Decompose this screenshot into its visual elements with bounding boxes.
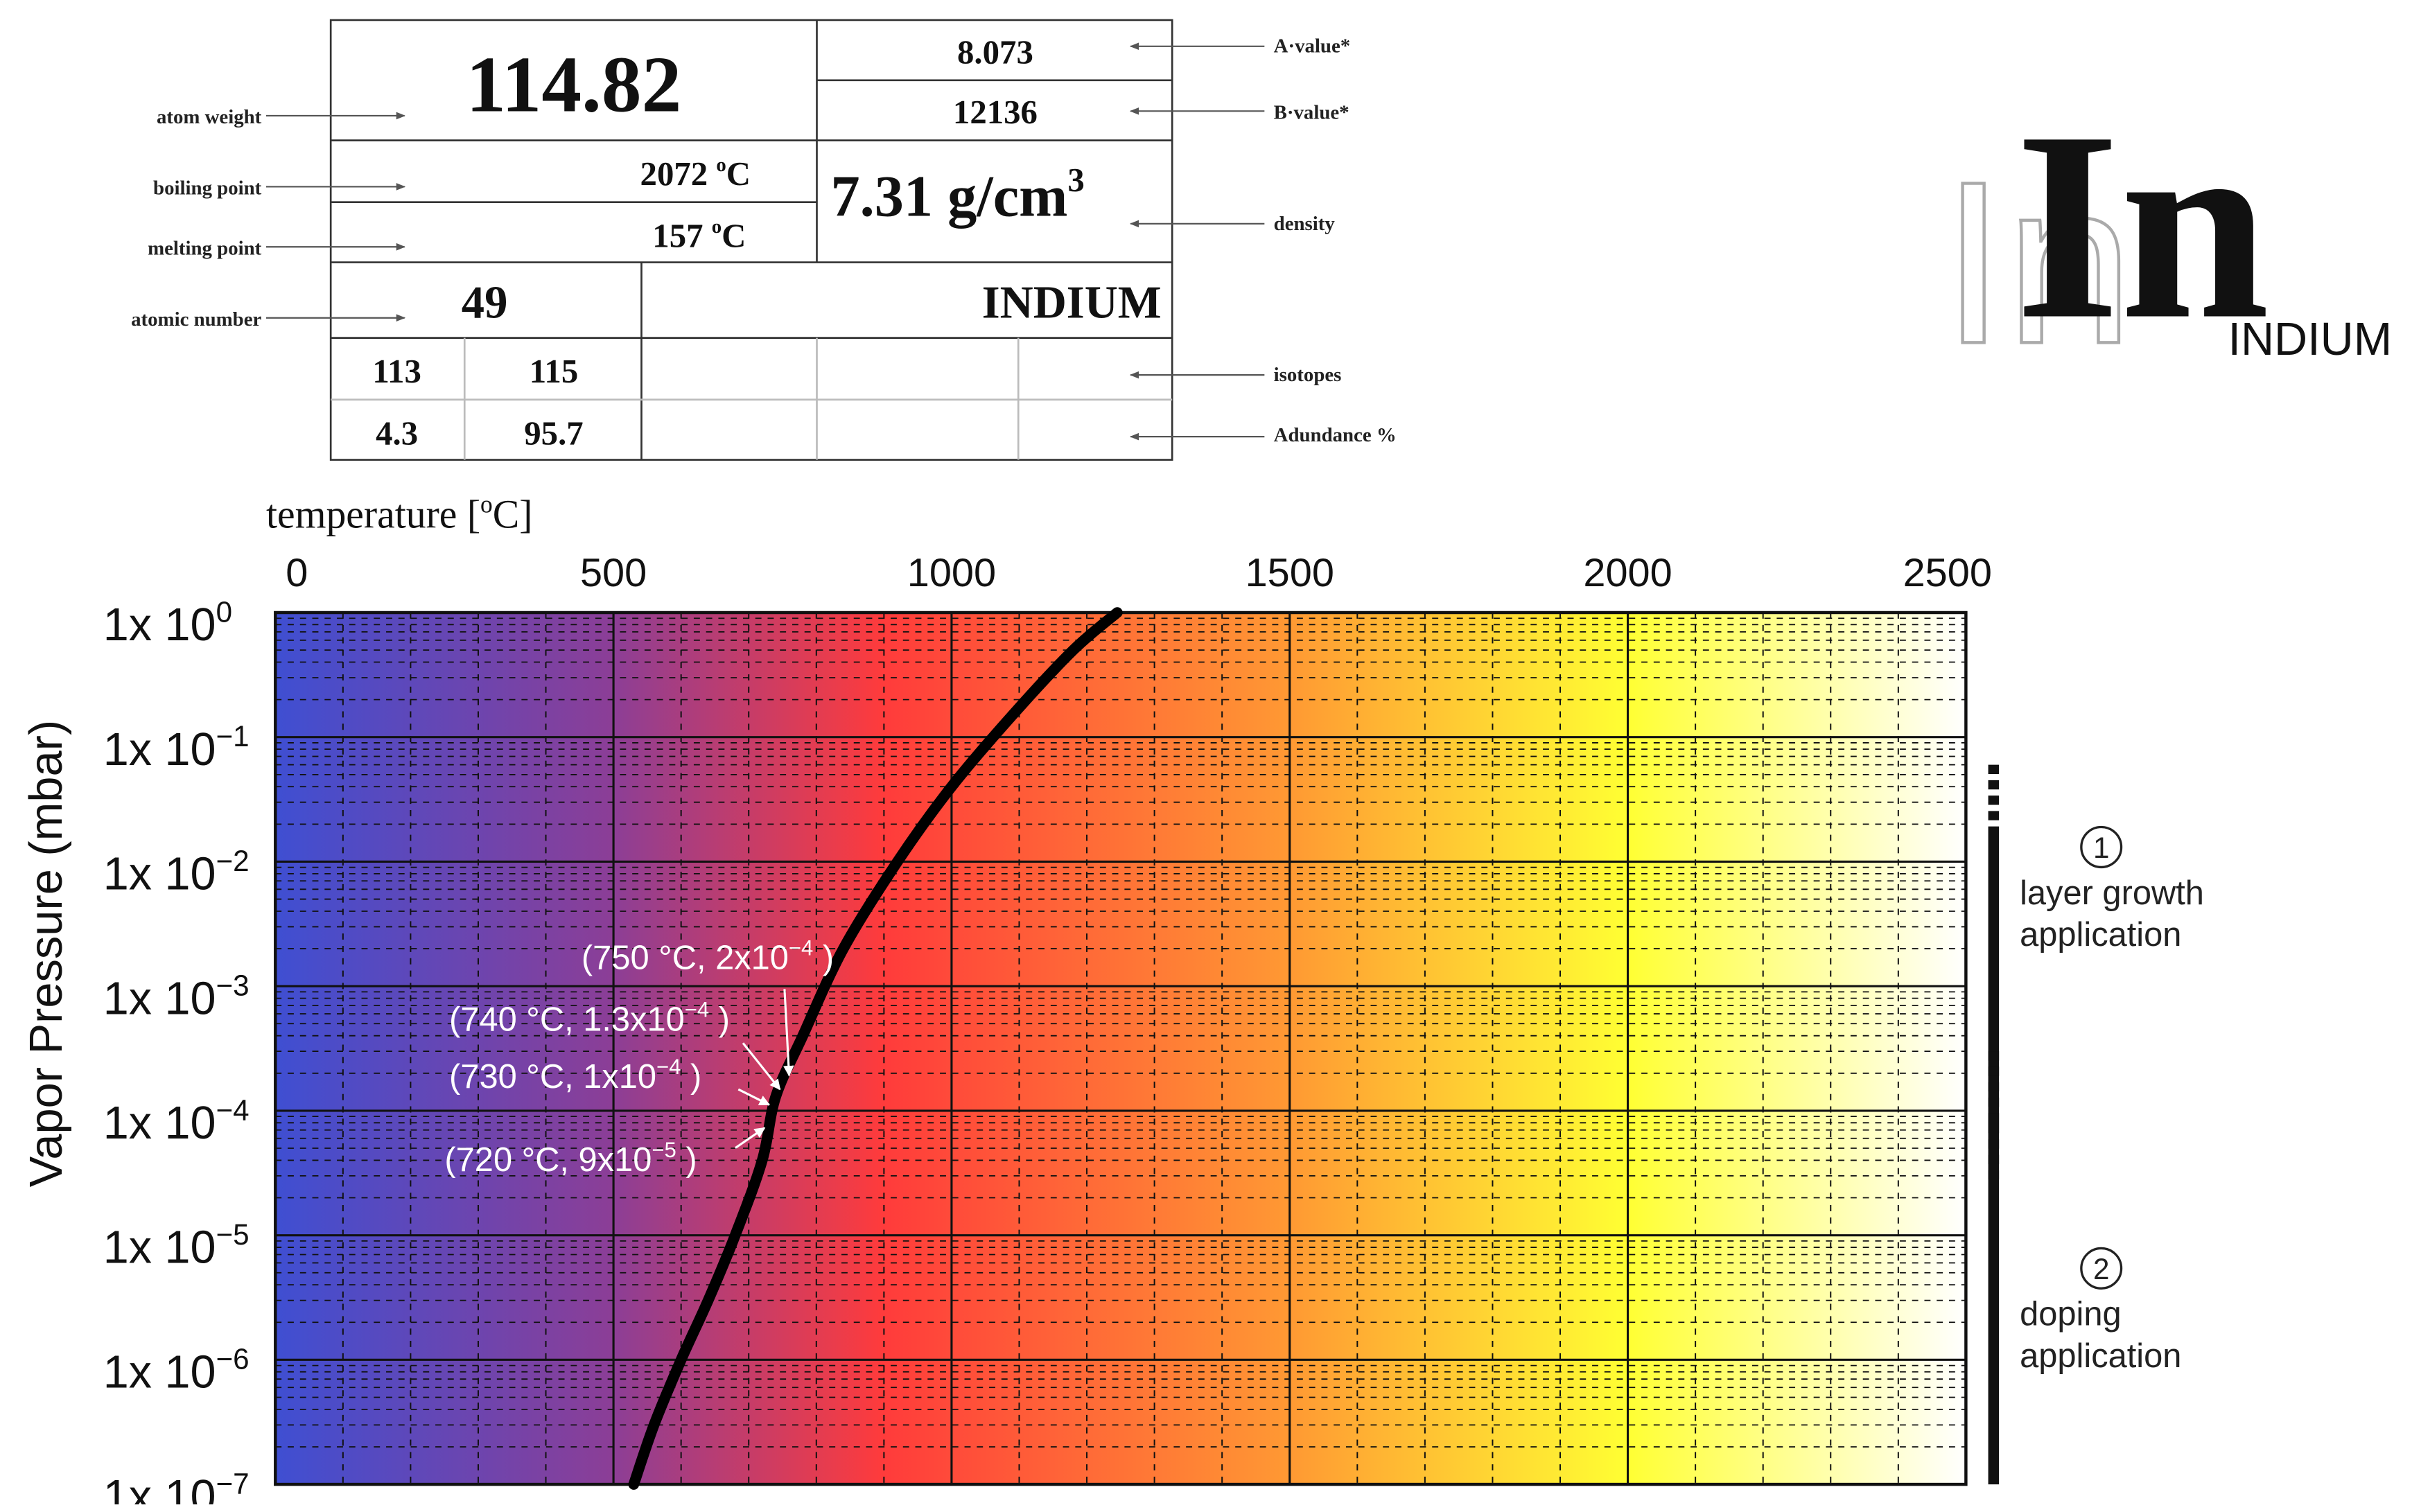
vapor-pressure-curve (628, 607, 1123, 1490)
label-boiling-point: boiling point (153, 177, 262, 200)
y-tick-label: 1x 10−4 (103, 1093, 250, 1149)
x-tick-label: 2500 (1903, 551, 1992, 595)
label-atom-weight: atom weight (157, 106, 262, 128)
label-atomic-number: atomic number (131, 308, 261, 331)
annotation-label: (730 °C, 1x10−4 ) (449, 1055, 701, 1096)
indium-logo: In In INDIUM (1940, 76, 2393, 394)
range-number-circle (2080, 825, 2123, 869)
x-tick-label: 500 (580, 551, 647, 595)
logo-caption: INDIUM (2228, 314, 2392, 365)
boiling-point-value: 2072 oC (640, 154, 751, 193)
y-tick-label: 1x 10−5 (103, 1218, 250, 1274)
annotation-label: (720 °C, 9x10−5 ) (444, 1138, 697, 1179)
range-2: 2 doping application (1988, 1051, 2181, 1485)
card-border (329, 19, 1173, 461)
atomic-number-value: 49 (462, 278, 508, 328)
range-number: 2 (2093, 1253, 2109, 1285)
y-tick-label: 1x 10−7 (103, 1467, 250, 1504)
label-abundance: Adundance % (1274, 424, 1397, 446)
y-axis-title: Vapor Pressure (mbar) (21, 720, 72, 1187)
x-tick-label: 0 (286, 551, 308, 595)
label-melting-point: melting point (148, 237, 262, 259)
density-value: 7.31 g/cm3 (830, 161, 1084, 229)
y-tick-label: 1x 100 (103, 595, 232, 651)
abundance-2: 95.7 (524, 414, 583, 452)
label-b-value: B·value* (1274, 101, 1349, 123)
x-tick-label: 1000 (907, 551, 996, 595)
x-tick-labels: 0 500 1000 1500 2000 2500 (286, 551, 1992, 595)
logo-symbol-shadow: In (1941, 133, 2134, 392)
range-number-circle (2080, 1247, 2123, 1290)
range-1: 1 layer growth application (1988, 764, 2204, 1186)
label-density: density (1274, 213, 1336, 235)
range-label-line1: doping (2020, 1296, 2122, 1333)
annotation-arrow (742, 1042, 781, 1091)
annotation-arrow (734, 1127, 766, 1149)
element-name: INDIUM (982, 278, 1162, 328)
plot-background (275, 612, 1966, 1485)
range-label-line2: application (2020, 916, 2181, 953)
range-number: 1 (2093, 832, 2109, 864)
logo-symbol: In (2015, 76, 2269, 376)
x-axis-title: temperature [oC] (266, 490, 533, 536)
point-annotations: (750 °C, 2x10−4 ) (740 °C, 1.3x10−4 ) (730… (444, 935, 834, 1179)
annotation-arrow (783, 989, 794, 1077)
element-info-card (329, 19, 1173, 461)
range-label-line2: application (2020, 1337, 2181, 1375)
atom-weight-value: 114.82 (466, 40, 681, 129)
x-tick-label: 2000 (1583, 551, 1672, 595)
y-tick-label: 1x 10−3 (103, 969, 250, 1024)
y-tick-label: 1x 10−2 (103, 845, 250, 900)
annotation-label: (750 °C, 2x10−4 ) (582, 935, 834, 976)
y-tick-labels: 1x 100 1x 10−1 1x 10−2 1x 10−3 1x 10−4 1x 10−… (103, 595, 250, 1512)
y-tick-label: 1x 10−1 (103, 720, 250, 775)
a-value: 8.073 (957, 33, 1033, 71)
annotation-arrow (737, 1088, 771, 1106)
isotope-2: 115 (530, 352, 579, 390)
b-value: 12136 (953, 93, 1038, 131)
label-isotopes: isotopes (1274, 364, 1342, 386)
y-tick-label: 1x 10−6 (103, 1343, 250, 1398)
range-label-line1: layer growth (2020, 874, 2204, 912)
isotope-1: 113 (372, 352, 421, 390)
application-ranges: 1 layer growth application 2 doping applicati… (1988, 764, 2204, 1485)
abundance-1: 4.3 (376, 414, 418, 452)
label-a-value: A·value* (1274, 35, 1351, 58)
x-tick-label: 1500 (1246, 551, 1334, 595)
annotation-label: (740 °C, 1.3x10−4 ) (449, 997, 730, 1038)
melting-point-value: 157 oC (652, 216, 746, 254)
